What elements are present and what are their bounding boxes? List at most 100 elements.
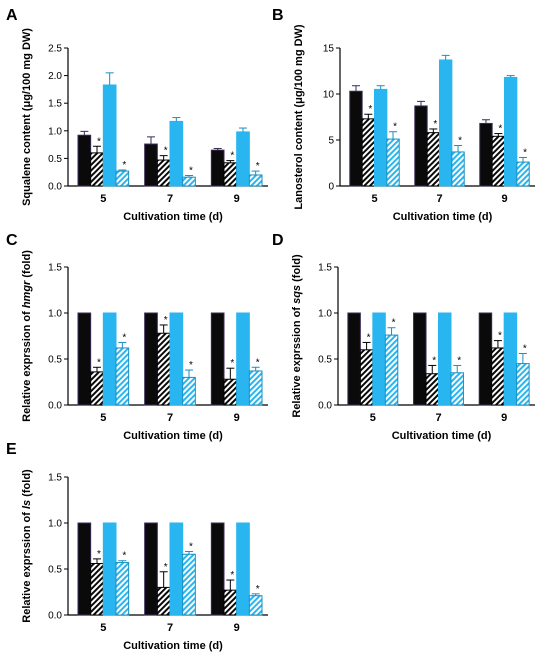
y-axis-label-suffix: (fold): [291, 254, 303, 285]
bar-hatch-black: [425, 373, 440, 406]
x-tick-label: 9: [234, 622, 240, 634]
significance-star: *: [122, 551, 126, 562]
bar-hatch-blue: [248, 370, 263, 406]
bar-solid-blue: [236, 131, 250, 187]
x-tick-label: 9: [234, 412, 240, 424]
bar-hatch-black: [426, 132, 440, 187]
y-tick-label: 1.5: [48, 263, 62, 274]
x-axis-label: Cultivation time (d): [393, 211, 493, 223]
bar-solid-blue: [374, 88, 388, 187]
bar-solid-blue: [102, 522, 117, 616]
x-axis-label: Cultivation time (d): [123, 211, 223, 223]
bar-hatch-blue: [451, 151, 465, 187]
significance-star: *: [164, 146, 168, 157]
y-tick-label: 0.0: [48, 182, 62, 193]
y-axis-label: Relative exprssion of sqs (fold): [291, 254, 303, 418]
x-tick-label: 7: [167, 622, 173, 634]
bar-solid-black: [144, 312, 158, 406]
significance-star: *: [164, 562, 168, 573]
x-tick-label: 9: [501, 193, 507, 205]
y-tick-label: 1.0: [48, 126, 62, 137]
significance-star: *: [122, 332, 126, 343]
bar-hatch-blue: [248, 174, 263, 187]
bar-hatch-black: [90, 152, 104, 187]
bar-solid-blue: [372, 312, 386, 406]
significance-star: *: [432, 355, 436, 366]
x-tick-label: 5: [370, 412, 376, 424]
bar-hatch-blue: [516, 363, 530, 406]
y-axis-label-prefix: Relative exprssion of: [291, 304, 303, 418]
bar-solid-blue: [102, 312, 117, 406]
y-tick-label: 1.0: [318, 309, 332, 320]
significance-star: *: [393, 122, 397, 133]
significance-star: *: [523, 343, 527, 354]
y-axis-label: Relative exprssion of ls (fold): [21, 469, 33, 623]
bar-hatch-blue: [182, 553, 196, 616]
bar-solid-blue: [438, 312, 452, 406]
y-tick-label: 0.0: [48, 611, 62, 622]
panel-A: A 0.0 0.5 1.0 1.5 2.0 2.5 Squalene content (μg/…: [6, 7, 268, 223]
significance-star: *: [523, 147, 527, 158]
y-tick-label: 2.5: [48, 44, 62, 55]
bar-solid-blue: [236, 522, 250, 616]
x-tick-label: 9: [501, 412, 507, 424]
x-tick-label: 5: [100, 412, 106, 424]
bar-solid-black: [144, 522, 158, 616]
significance-star: *: [256, 161, 260, 172]
significance-star: *: [457, 355, 461, 366]
significance-star: *: [97, 357, 101, 368]
y-tick-label: 5: [328, 136, 334, 147]
significance-star: *: [189, 360, 193, 371]
significance-star: *: [230, 358, 234, 369]
bar-solid-black: [347, 312, 361, 406]
bar-hatch-black: [223, 589, 238, 616]
panel-E: E 0.0 0.5 1.0 1.5 Relative exprssion of ls (f…: [6, 441, 268, 652]
bar-hatch-black: [223, 162, 238, 187]
bar-solid-blue: [169, 312, 184, 406]
significance-star: *: [230, 151, 234, 162]
bar-hatch-blue: [384, 334, 399, 406]
bar-hatch-blue: [182, 376, 196, 406]
bar-hatch-blue: [182, 176, 196, 187]
bar-solid-blue: [439, 59, 453, 187]
bar-solid-blue: [236, 312, 250, 406]
bar-solid-black: [210, 312, 225, 406]
bar-solid-blue: [102, 84, 117, 187]
bar-hatch-black: [156, 586, 171, 616]
significance-star: *: [458, 136, 462, 147]
significance-star: *: [367, 332, 371, 343]
significance-star: *: [122, 160, 126, 171]
panel-B: B 0 5 10 15 Lanosterol content (μg/100 mg DW)…: [272, 7, 535, 223]
bar-solid-black: [413, 312, 427, 406]
bar-hatch-blue: [115, 347, 130, 406]
y-tick-label: 0.5: [318, 355, 332, 366]
significance-star: *: [189, 166, 193, 177]
panel-letter: B: [272, 7, 284, 24]
significance-star: *: [164, 315, 168, 326]
x-tick-label: 5: [100, 622, 106, 634]
significance-star: *: [433, 119, 437, 130]
x-tick-label: 9: [234, 193, 240, 205]
panel-letter: C: [6, 232, 18, 249]
bar-hatch-blue: [248, 595, 263, 616]
bar-solid-black: [210, 522, 225, 616]
significance-star: *: [256, 357, 260, 368]
y-tick-label: 0.5: [48, 154, 62, 165]
significance-star: *: [230, 570, 234, 581]
y-tick-label: 0: [328, 182, 334, 193]
y-tick-label: 0.5: [48, 355, 62, 366]
significance-star: *: [498, 331, 502, 342]
bar-solid-black: [479, 122, 493, 187]
y-tick-label: 0.0: [318, 401, 332, 412]
bar-hatch-black: [491, 135, 505, 187]
y-axis-label-suffix: (fold): [21, 469, 33, 500]
y-axis-label-gene: ls: [21, 500, 33, 509]
bar-hatch-blue: [386, 138, 400, 187]
y-axis-label-suffix: (fold): [21, 250, 33, 281]
y-tick-label: 15: [323, 44, 335, 55]
x-tick-label: 7: [167, 193, 173, 205]
panel-C: C 0.0 0.5 1.0 1.5 Relative exprssion of hmgr …: [6, 232, 268, 442]
x-tick-label: 7: [167, 412, 173, 424]
bar-hatch-blue: [115, 562, 130, 616]
